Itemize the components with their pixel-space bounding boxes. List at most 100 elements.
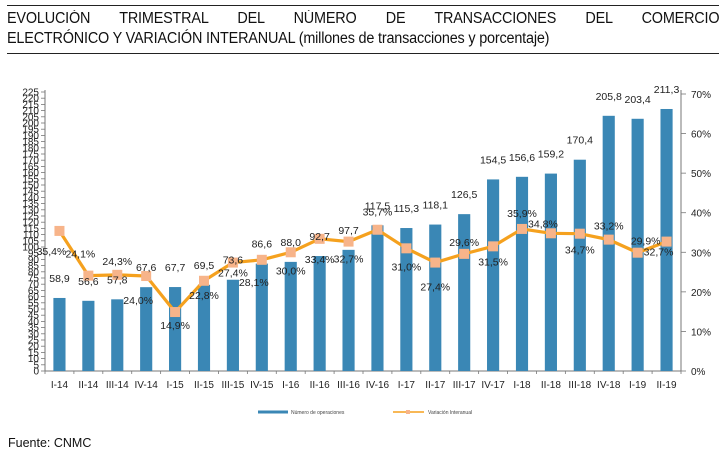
bar-data-label: 92,7 xyxy=(309,231,330,243)
left-axis-tick-label: 115 xyxy=(23,224,39,235)
line-data-label: 28,1% xyxy=(239,277,269,289)
left-axis-tick-label: 90 xyxy=(28,255,40,266)
chart-title-line-2: ELECTRÓNICO Y VARIACIÓN INTERANUAL (mill… xyxy=(7,30,550,47)
axes: 0510152025303540455055606570758085909510… xyxy=(22,88,711,392)
bar-data-label: 67,6 xyxy=(136,262,157,274)
left-axis-tick-label: 225 xyxy=(22,88,39,99)
line-data-label: 30,0% xyxy=(276,265,306,277)
left-axis-tick-label: 50 xyxy=(28,305,40,316)
line-marker xyxy=(256,254,267,265)
line-marker xyxy=(54,225,65,236)
line-data-label: 14,9% xyxy=(160,320,190,332)
line-data-label: 24,0% xyxy=(123,295,153,307)
x-axis-tick-label: II-17 xyxy=(425,380,445,391)
x-axis-tick-label: III-16 xyxy=(337,380,360,391)
right-axis-tick-label: 70% xyxy=(691,90,711,101)
left-axis-tick-label: 5 xyxy=(33,360,39,371)
line-data-label: 32,7% xyxy=(644,247,674,259)
line-marker xyxy=(459,248,470,259)
bar-data-label: 67,7 xyxy=(165,262,186,274)
legend-label-line: Variación Interanual xyxy=(428,410,472,416)
bar xyxy=(197,284,211,371)
line-marker xyxy=(488,241,499,252)
line-series xyxy=(54,223,672,318)
left-axis-tick-label: 200 xyxy=(22,119,39,130)
right-axis-tick-label: 0% xyxy=(691,367,706,378)
line-marker xyxy=(430,257,441,268)
left-axis-tick-label: 170 xyxy=(22,156,39,167)
bar-data-label: 159,2 xyxy=(538,149,564,161)
bar xyxy=(544,173,557,371)
line-data-label: 33,2% xyxy=(594,221,624,233)
left-axis-tick-label: 195 xyxy=(22,125,39,136)
left-axis-tick-label: 40 xyxy=(28,317,40,328)
left-axis-tick-label: 65 xyxy=(28,286,40,297)
x-axis-tick-label: II-15 xyxy=(194,380,214,391)
line-marker xyxy=(170,307,181,318)
left-axis-tick-label: 180 xyxy=(22,143,39,154)
bar-data-label: 58,9 xyxy=(49,273,70,285)
left-axis-tick-label: 125 xyxy=(22,212,39,223)
bar-series xyxy=(53,108,673,371)
bar xyxy=(111,299,124,371)
left-axis-tick-label: 70 xyxy=(28,280,40,291)
bar-data-label: 205,8 xyxy=(596,91,622,103)
left-axis-tick-label: 80 xyxy=(28,267,40,278)
line-data-label: 24,1% xyxy=(65,249,95,261)
source-note: Fuente: CNMC xyxy=(8,436,92,450)
x-axis-tick-label: IV-18 xyxy=(597,380,621,391)
left-axis-tick-label: 30 xyxy=(28,329,40,340)
bar xyxy=(400,228,413,371)
bar-data-label: 97,7 xyxy=(338,225,359,237)
line-marker xyxy=(343,236,354,247)
bar-data-label: 115,3 xyxy=(394,203,420,215)
line-data-label: 32,7% xyxy=(334,254,364,266)
left-axis-tick-label: 120 xyxy=(22,218,39,229)
left-axis-tick-label: 75 xyxy=(28,274,40,285)
chart-title: EVOLUCIÓN TRIMESTRAL DEL NÚMERO DE TRANS… xyxy=(7,9,720,49)
x-axis-tick-label: I-19 xyxy=(629,380,647,391)
line-data-label: 33,4% xyxy=(305,254,335,266)
line-marker xyxy=(199,275,209,286)
bar-data-label: 57,8 xyxy=(107,274,128,286)
line-marker xyxy=(112,269,123,280)
x-axis-tick-label: III-14 xyxy=(106,380,129,391)
left-axis-tick-label: 85 xyxy=(28,261,40,272)
x-axis-tick-label: III-15 xyxy=(222,380,245,391)
bar xyxy=(284,261,297,371)
chart-title-line-1: EVOLUCIÓN TRIMESTRAL DEL NÚMERO DE TRANS… xyxy=(7,10,720,27)
bar xyxy=(255,263,268,371)
x-axis-tick-label: II-19 xyxy=(657,380,677,391)
right-axis-tick-label: 50% xyxy=(691,169,711,180)
line-path xyxy=(58,227,668,314)
x-axis-tick-label: IV-15 xyxy=(250,380,274,391)
legend: Número de operaciones Variación Interanua… xyxy=(258,410,472,416)
line-data-label: 24,3% xyxy=(102,256,132,268)
bar xyxy=(429,224,442,371)
left-axis-tick-label: 130 xyxy=(22,205,39,216)
left-axis-tick-label: 55 xyxy=(28,298,40,309)
line-marker xyxy=(574,228,585,239)
left-axis-tick-label: 190 xyxy=(22,131,39,142)
x-axis-tick-label: III-17 xyxy=(453,380,476,391)
x-axis-tick-label: I-15 xyxy=(166,380,184,391)
line-data-label: 31,0% xyxy=(391,261,421,273)
bar xyxy=(53,297,66,371)
left-axis-tick-label: 135 xyxy=(22,199,39,210)
bar-data-label: 156,6 xyxy=(509,152,535,164)
line-marker xyxy=(83,270,94,281)
left-axis-tick-label: 60 xyxy=(28,292,40,303)
line-data-label: 27,4% xyxy=(218,268,248,280)
left-axis-tick-label: 175 xyxy=(22,150,39,161)
line-data-label: 27,4% xyxy=(420,282,450,294)
left-axis-tick-label: 210 xyxy=(22,106,39,117)
line-marker xyxy=(517,223,527,234)
bar xyxy=(342,249,355,371)
bar-data-label: 69,5 xyxy=(194,260,215,272)
line-data-label: 29,6% xyxy=(449,237,479,249)
x-axis-tick-label: IV-17 xyxy=(481,380,505,391)
left-axis-tick-label: 220 xyxy=(22,94,39,105)
x-axis-tick-label: I-18 xyxy=(513,380,531,391)
line-data-label: 35,7% xyxy=(363,207,393,219)
line-marker xyxy=(372,224,383,235)
